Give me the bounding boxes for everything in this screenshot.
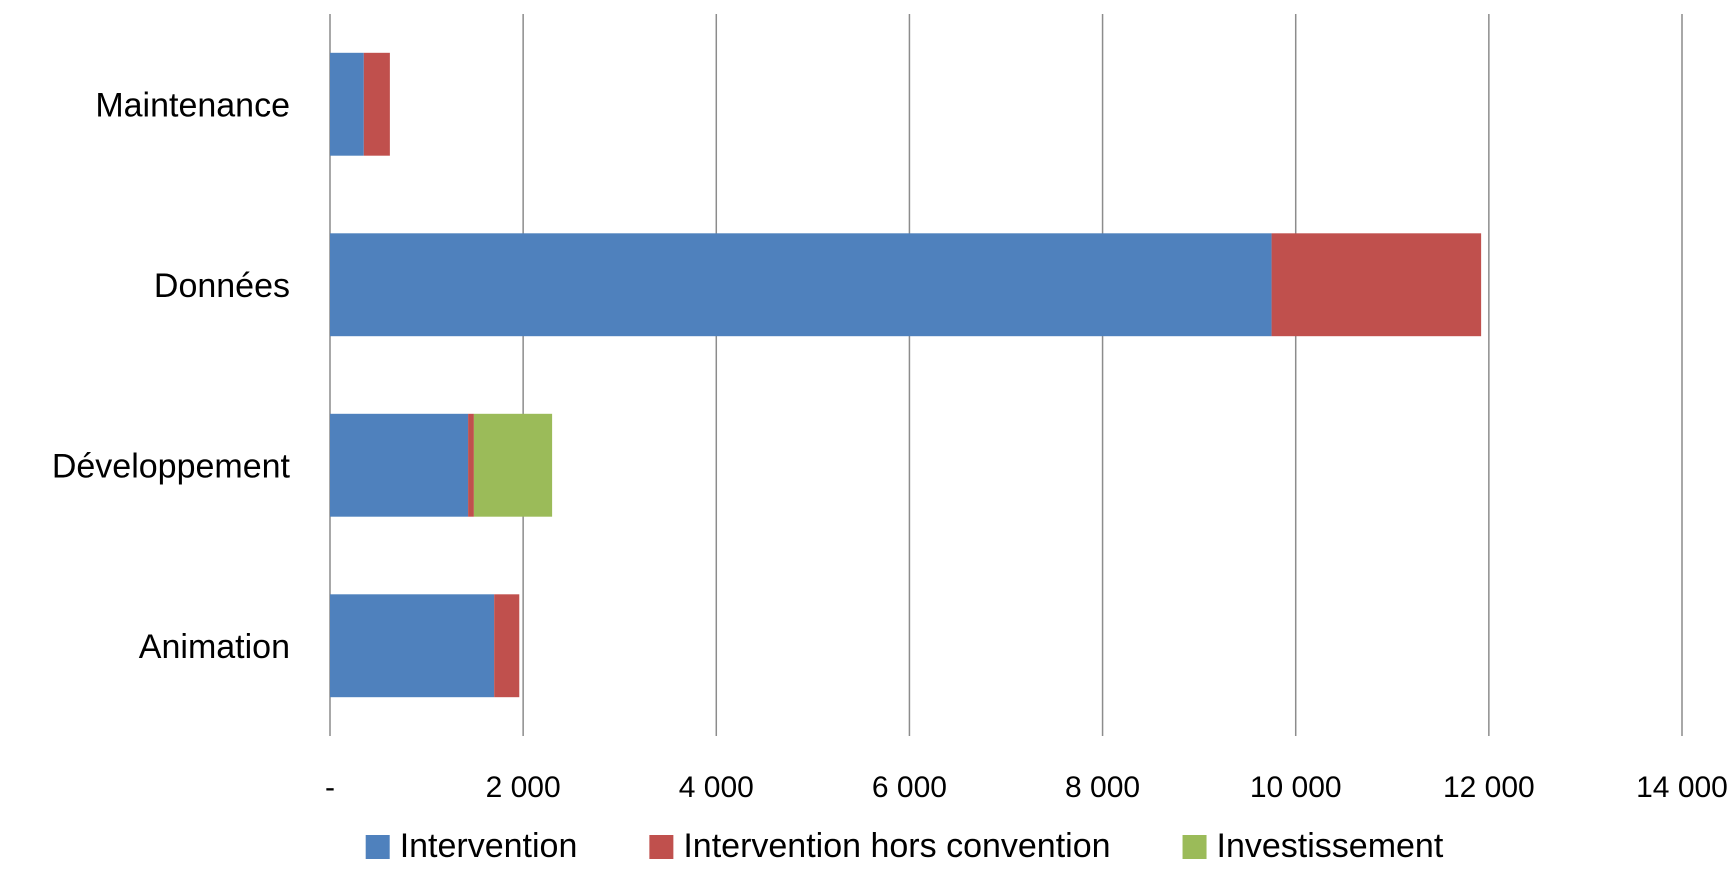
x-tick-label: - bbox=[325, 771, 335, 804]
x-tick-label: 4 000 bbox=[679, 771, 754, 804]
bar-segment bbox=[330, 52, 364, 156]
category-label: Animation bbox=[139, 628, 290, 666]
bar-segment bbox=[330, 233, 1272, 337]
bar-segment bbox=[494, 594, 520, 698]
gridlines bbox=[329, 14, 1683, 736]
legend-swatch bbox=[649, 835, 674, 859]
x-tick-label: 14 000 bbox=[1636, 771, 1728, 804]
legend-swatch bbox=[365, 835, 390, 859]
bar-segment bbox=[363, 52, 390, 156]
x-tick-label: 8 000 bbox=[1065, 771, 1140, 804]
bars bbox=[330, 52, 1482, 698]
x-tick-label: 6 000 bbox=[872, 771, 947, 804]
category-labels: Maintenance Données Développement Animation bbox=[52, 86, 291, 666]
category-label: Maintenance bbox=[95, 86, 290, 124]
bar-segment bbox=[1271, 233, 1482, 337]
x-tick-label: 10 000 bbox=[1250, 771, 1342, 804]
legend-label: Intervention bbox=[400, 827, 578, 865]
x-tick-labels: - 2 000 4 000 6 000 8 000 10 000 12 000 14 000 bbox=[325, 771, 1728, 804]
bar-segment bbox=[330, 594, 495, 698]
x-tick-label: 12 000 bbox=[1443, 771, 1535, 804]
legend-swatch bbox=[1182, 835, 1207, 859]
bar-segment bbox=[468, 413, 474, 517]
bar-segment bbox=[330, 413, 469, 517]
legend-label: Intervention hors convention bbox=[683, 827, 1110, 865]
bar-segment bbox=[473, 413, 553, 517]
legend: Intervention Intervention hors convention… bbox=[365, 827, 1444, 865]
category-label: Développement bbox=[52, 447, 291, 485]
category-label: Données bbox=[154, 267, 290, 305]
x-tick-label: 2 000 bbox=[486, 771, 561, 804]
legend-label: Investissement bbox=[1217, 827, 1444, 865]
